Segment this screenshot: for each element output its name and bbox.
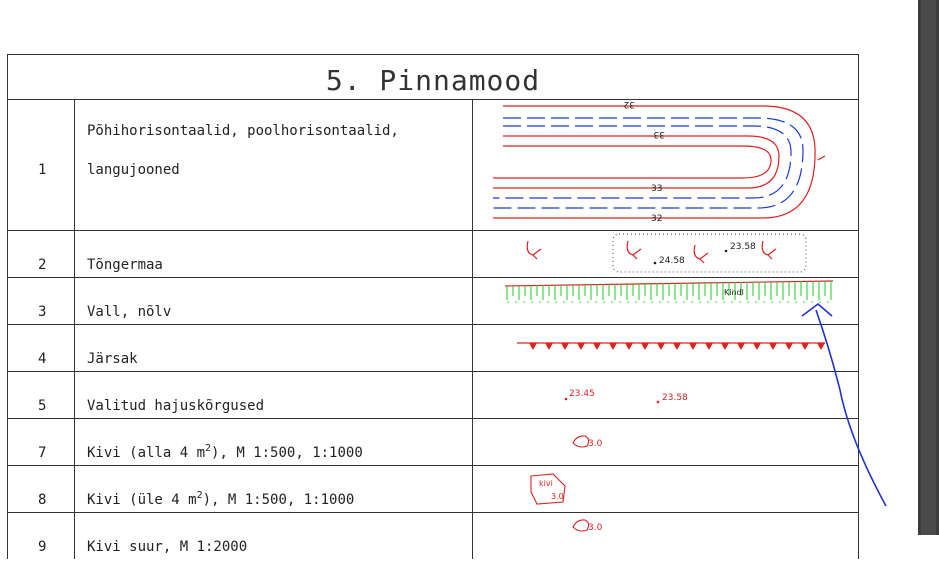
table-row: 8 Kivi (üle 4 m2), M 1:500, 1:1000 kivi … (8, 466, 858, 513)
tongermaa-symbol: 24.58 23.58 (473, 231, 858, 277)
row-name-line2: langujooned (87, 162, 180, 178)
stone-label: 3.0 (588, 523, 603, 533)
table-row: 1 Põhihorisontaalid, poolhorisontaalid, … (8, 99, 858, 231)
spot-heights-symbol: 23.45 23.58 (473, 372, 858, 418)
row-number: 9 (38, 539, 47, 555)
row-name: Põhihorisontaalid, poolhorisontaalid, (87, 123, 399, 139)
row-number: 1 (38, 162, 47, 178)
row-number: 4 (38, 351, 47, 367)
contour-lines-graphic: 32 33 33 32 (493, 99, 826, 224)
table-row: 4 Järsak (8, 325, 858, 372)
table-row: 3 Vall, nõlv Kindl (8, 278, 858, 325)
contour-symbol: 32 33 33 32 (473, 99, 858, 230)
slope-label: Kindl (724, 288, 744, 297)
row-number: 8 (38, 492, 47, 508)
table-row: 2 Tõngermaa 24.58 23.58 (8, 231, 858, 278)
stone-label: 3.0 (551, 492, 564, 501)
row-number: 7 (38, 445, 47, 461)
stone-label: kivi (539, 479, 553, 488)
spot-height: 23.58 (730, 242, 756, 252)
row-name: Vall, nõlv (87, 304, 172, 320)
legend-table: 5. Pinnamood 1 Põhihorisontaalid, poolho… (7, 54, 859, 559)
scrollbar-thumb[interactable] (921, 0, 936, 535)
row-name: Järsak (87, 351, 138, 367)
spot-height: 23.45 (569, 389, 595, 399)
contour-label: 32 (624, 100, 635, 109)
row-name: Kivi (alla 4 m2), M 1:500, 1:1000 (87, 443, 363, 461)
vertical-scrollbar[interactable] (918, 0, 939, 535)
row-number: 2 (38, 257, 47, 273)
table-row: 9 Kivi suur, M 1:2000 3.0 (8, 513, 858, 559)
row-number: 5 (38, 398, 47, 414)
row-name: Valitud hajuskõrgused (87, 398, 265, 414)
row-number: 3 (38, 304, 47, 320)
spot-height: 23.58 (662, 393, 688, 403)
row-name: Kivi suur, M 1:2000 (87, 539, 248, 555)
spot-height: 24.58 (659, 256, 685, 266)
slope-symbol: Kindl (473, 278, 858, 324)
table-row: 5 Valitud hajuskõrgused 23.45 23.58 (8, 372, 858, 419)
contour-label: 33 (654, 129, 665, 139)
table-row: 7 Kivi (alla 4 m2), M 1:500, 1:1000 3.0 (8, 419, 858, 466)
escarpment-symbol (473, 325, 858, 371)
big-stone-symbol: 3.0 (473, 513, 858, 559)
annotation-arrow (801, 302, 887, 507)
small-stone-symbol: 3.0 (473, 419, 858, 465)
row-name: Tõngermaa (87, 257, 163, 273)
contour-label: 33 (651, 184, 662, 194)
section-title: 5. Pinnamood (325, 64, 541, 97)
document-page: 5. Pinnamood 1 Põhihorisontaalid, poolho… (7, 54, 887, 559)
table-title-row: 5. Pinnamood (8, 55, 858, 100)
row-name: Kivi (üle 4 m2), M 1:500, 1:1000 (87, 490, 355, 508)
large-stone-symbol: kivi 3.0 (473, 466, 858, 512)
contour-label: 32 (651, 214, 662, 224)
stone-label: 3.0 (588, 439, 603, 449)
